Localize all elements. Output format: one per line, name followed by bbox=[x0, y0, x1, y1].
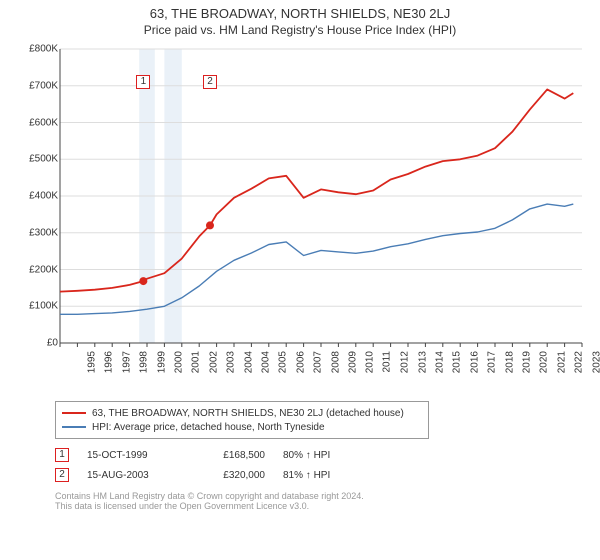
x-axis-label: 1998 bbox=[138, 351, 149, 373]
x-axis-label: 2021 bbox=[556, 351, 567, 373]
x-axis-label: 2000 bbox=[173, 351, 184, 373]
x-axis-label: 2003 bbox=[225, 351, 236, 373]
y-axis-label: £600K bbox=[12, 117, 58, 128]
page-subtitle: Price paid vs. HM Land Registry's House … bbox=[10, 23, 590, 37]
x-axis-label: 2016 bbox=[469, 351, 480, 373]
event-row: 1 15-OCT-1999 £168,500 80% ↑ HPI bbox=[55, 445, 590, 465]
x-axis-label: 2011 bbox=[381, 351, 392, 373]
x-axis-label: 1996 bbox=[104, 351, 115, 373]
chart-svg bbox=[10, 43, 590, 393]
sale-marker-label: 1 bbox=[136, 75, 150, 89]
x-axis-label: 2023 bbox=[591, 351, 600, 373]
x-axis-label: 2015 bbox=[452, 351, 463, 373]
event-date: 15-OCT-1999 bbox=[87, 450, 177, 461]
footer-line-2: This data is licensed under the Open Gov… bbox=[55, 501, 590, 511]
x-axis-label: 2004 bbox=[243, 351, 254, 373]
x-axis-label: 2014 bbox=[434, 351, 445, 373]
event-hpi: 81% ↑ HPI bbox=[283, 470, 330, 481]
event-price: £320,000 bbox=[195, 470, 265, 481]
x-axis-label: 1999 bbox=[156, 351, 167, 373]
x-axis-label: 2005 bbox=[278, 351, 289, 373]
y-axis-label: £500K bbox=[12, 154, 58, 165]
legend-row-hpi: HPI: Average price, detached house, Nort… bbox=[62, 420, 422, 434]
x-axis-label: 2010 bbox=[365, 351, 376, 373]
event-hpi: 80% ↑ HPI bbox=[283, 450, 330, 461]
x-axis-label: 2020 bbox=[539, 351, 550, 373]
event-badge: 2 bbox=[55, 468, 69, 482]
x-axis-label: 2019 bbox=[521, 351, 532, 373]
legend-swatch-price bbox=[62, 412, 86, 414]
x-axis-label: 2001 bbox=[191, 351, 202, 373]
x-axis-label: 1997 bbox=[121, 351, 132, 373]
x-axis-label: 2017 bbox=[486, 351, 497, 373]
x-axis-label: 1995 bbox=[86, 351, 97, 373]
x-axis-label: 2002 bbox=[208, 351, 219, 373]
x-axis-label: 2007 bbox=[312, 351, 323, 373]
x-axis-label: 2012 bbox=[399, 351, 410, 373]
event-date: 15-AUG-2003 bbox=[87, 470, 177, 481]
event-price: £168,500 bbox=[195, 450, 265, 461]
event-row: 2 15-AUG-2003 £320,000 81% ↑ HPI bbox=[55, 465, 590, 485]
x-axis-label: 2008 bbox=[330, 351, 341, 373]
sale-events: 1 15-OCT-1999 £168,500 80% ↑ HPI 2 15-AU… bbox=[55, 445, 590, 485]
y-axis-label: £0 bbox=[12, 338, 58, 349]
legend-swatch-hpi bbox=[62, 426, 86, 428]
sale-marker-label: 2 bbox=[203, 75, 217, 89]
y-axis-label: £300K bbox=[12, 227, 58, 238]
y-axis-label: £700K bbox=[12, 80, 58, 91]
y-axis-label: £800K bbox=[12, 44, 58, 55]
footer-line-1: Contains HM Land Registry data © Crown c… bbox=[55, 491, 590, 501]
legend-label-hpi: HPI: Average price, detached house, Nort… bbox=[92, 422, 325, 433]
y-axis-label: £200K bbox=[12, 264, 58, 275]
y-axis-label: £400K bbox=[12, 191, 58, 202]
legend: 63, THE BROADWAY, NORTH SHIELDS, NE30 2L… bbox=[55, 401, 429, 439]
x-axis-label: 2013 bbox=[417, 351, 428, 373]
legend-label-price: 63, THE BROADWAY, NORTH SHIELDS, NE30 2L… bbox=[92, 408, 404, 419]
price-chart: £0 £100K £200K £300K £400K £500K £600K £700K £80… bbox=[10, 43, 590, 393]
y-axis-label: £100K bbox=[12, 301, 58, 312]
x-axis-label: 2006 bbox=[295, 351, 306, 373]
legend-row-price: 63, THE BROADWAY, NORTH SHIELDS, NE30 2L… bbox=[62, 406, 422, 420]
x-axis-label: 2004 bbox=[260, 351, 271, 373]
x-axis-label: 2018 bbox=[504, 351, 515, 373]
event-badge: 1 bbox=[55, 448, 69, 462]
footer: Contains HM Land Registry data © Crown c… bbox=[55, 491, 590, 511]
page-title: 63, THE BROADWAY, NORTH SHIELDS, NE30 2L… bbox=[10, 6, 590, 21]
x-axis-label: 2022 bbox=[573, 351, 584, 373]
x-axis-label: 2009 bbox=[347, 351, 358, 373]
